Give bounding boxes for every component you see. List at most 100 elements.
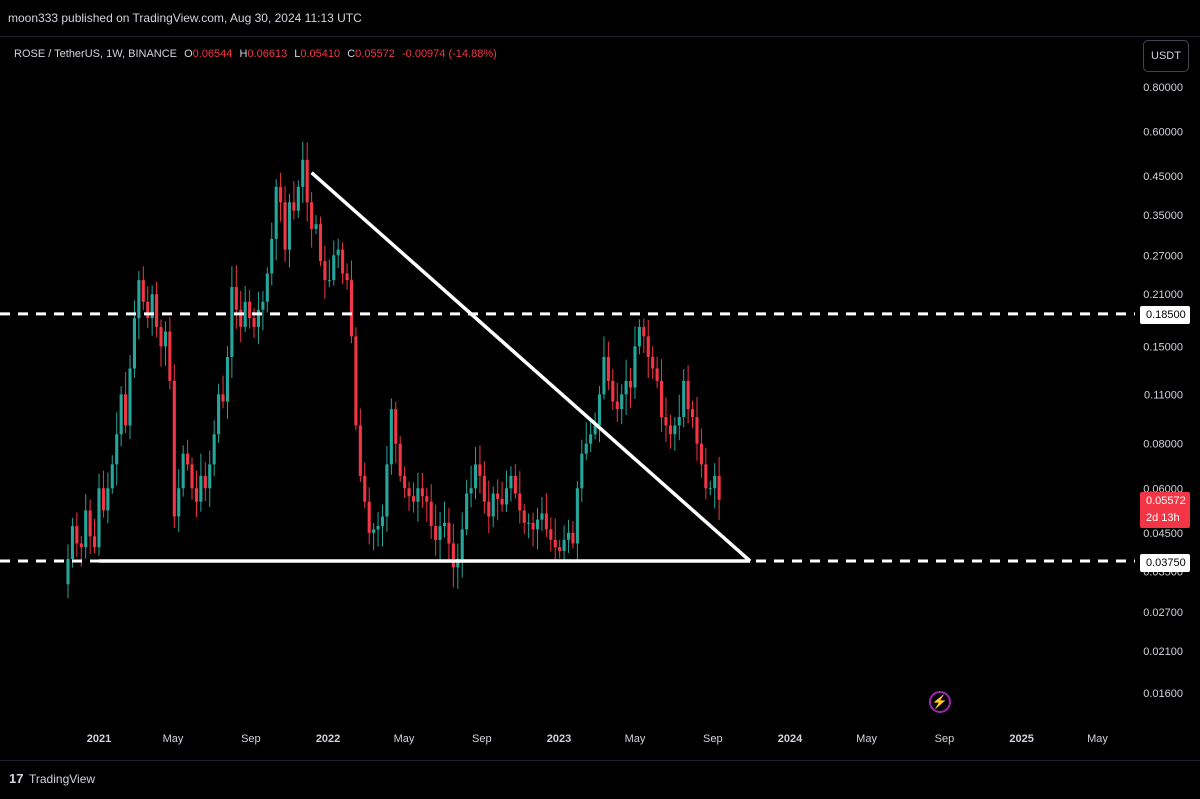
y-tick-label: 0.80000 <box>1143 82 1183 94</box>
bar-countdown: 2d 13h <box>1146 512 1180 524</box>
candle-body <box>128 368 132 426</box>
open-value: 0.06544 <box>192 48 233 60</box>
footer: 17 TradingView <box>0 760 1200 799</box>
candle-body <box>163 331 167 347</box>
candle-body <box>473 464 478 489</box>
candle-body <box>301 159 305 187</box>
candle-body <box>345 273 349 281</box>
candle-body <box>150 294 154 319</box>
x-tick-label: May <box>163 733 184 745</box>
candle-body <box>469 488 473 494</box>
candle-body <box>385 464 389 517</box>
tradingview-logo-icon: 17 <box>9 771 24 786</box>
x-tick-label: Sep <box>703 733 723 745</box>
candle-body <box>615 401 619 410</box>
candle-body <box>398 443 402 476</box>
candle-body <box>540 513 544 520</box>
candle-body <box>318 224 323 262</box>
x-tick-label: 2022 <box>316 733 340 745</box>
candle-body <box>265 273 269 302</box>
high-label: H <box>239 48 248 60</box>
candle-body <box>708 488 712 490</box>
candle-body <box>314 224 318 229</box>
candle-body <box>332 255 336 281</box>
candle-body <box>172 380 176 517</box>
candle-body <box>256 309 261 327</box>
candle-body <box>704 464 708 489</box>
candle-body <box>279 186 283 203</box>
candle-body <box>673 425 677 435</box>
candle-body <box>132 318 136 369</box>
candle-body <box>124 394 128 426</box>
candle-body <box>606 356 610 381</box>
candle-body <box>633 346 637 388</box>
candle-body <box>394 409 398 444</box>
candle-body <box>509 475 513 489</box>
y-tick-label: 0.21000 <box>1143 289 1183 301</box>
publish-info: moon333 published on TradingView.com, Au… <box>8 11 362 25</box>
candle-body <box>323 261 327 281</box>
candle-body <box>438 526 442 540</box>
y-tick-label: 0.01600 <box>1143 688 1183 700</box>
candle-body <box>110 464 114 489</box>
candle-body <box>668 425 672 435</box>
candle-body <box>407 488 411 497</box>
open-label: O <box>184 48 193 60</box>
candle-body <box>66 559 70 585</box>
candle-body <box>416 488 420 502</box>
support-price-tag: 0.03750 <box>1140 554 1190 572</box>
candle-body <box>341 249 345 274</box>
candle-body <box>358 425 362 476</box>
candle-body <box>624 380 628 395</box>
candle-body <box>691 409 695 418</box>
candle-body <box>239 309 243 327</box>
candle-body <box>420 488 424 497</box>
candle-body <box>79 543 83 548</box>
candle-body <box>296 186 300 211</box>
candle-body <box>70 526 74 560</box>
candle-body <box>434 526 438 540</box>
candle-body <box>141 280 145 302</box>
candle-body <box>562 539 566 552</box>
candle-body <box>637 326 641 347</box>
candle-body <box>478 464 482 476</box>
candle-body <box>558 547 562 552</box>
lightning-bolt-icon[interactable]: ⚡ <box>929 691 951 713</box>
candle-body <box>106 488 110 511</box>
candle-body <box>243 301 247 327</box>
chart-legend: ROSE / TetherUS, 1W, BINANCE O0.06544 H0… <box>14 48 497 60</box>
candle-body <box>84 510 88 548</box>
candle-body <box>349 280 354 337</box>
candle-body <box>571 532 575 544</box>
candle-body <box>602 356 606 395</box>
price-chart[interactable]: 0.80000 0.60000 0.45000 0.35000 0.27000 0.210… <box>0 0 1200 760</box>
last-price-tag: 0.05572 2d 13h <box>1140 492 1190 528</box>
candle-body <box>305 159 309 203</box>
candle-body <box>181 453 185 489</box>
candle-body <box>186 453 190 465</box>
candle-body <box>425 496 429 502</box>
candle-body <box>310 202 314 229</box>
candle-body <box>155 294 159 327</box>
candle-body <box>620 394 624 410</box>
candle-body <box>553 539 557 548</box>
candle-body <box>642 326 646 337</box>
candle-body <box>411 496 416 502</box>
trend-line <box>310 171 752 563</box>
candle-body <box>159 326 163 347</box>
candle-body <box>544 513 548 530</box>
y-tick-label: 0.35000 <box>1143 210 1183 222</box>
candle-body <box>88 510 92 537</box>
candle-body <box>283 202 287 250</box>
candle-body <box>699 443 703 465</box>
candle-body <box>115 434 119 465</box>
candle-body <box>252 318 256 327</box>
candle-body <box>566 532 571 540</box>
candle-body <box>363 475 367 502</box>
currency-button[interactable]: USDT <box>1143 40 1189 72</box>
y-tick-label: 0.27000 <box>1143 250 1183 262</box>
candle-body <box>549 529 553 540</box>
candle-body <box>589 434 593 444</box>
candle-body <box>137 280 141 319</box>
candle-body <box>403 475 407 489</box>
